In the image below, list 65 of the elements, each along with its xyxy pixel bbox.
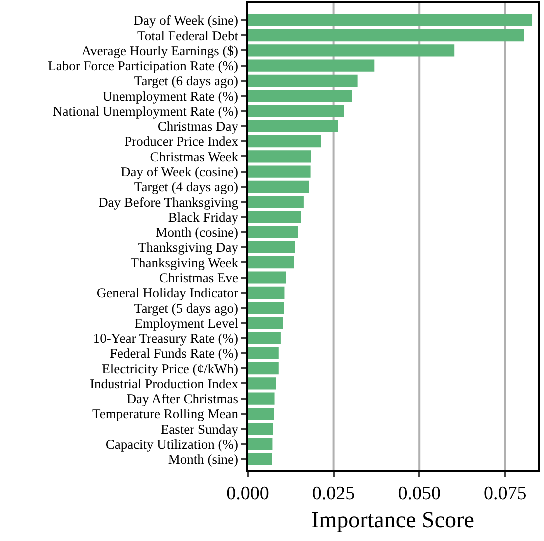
bar [248,453,272,466]
x-tick-label: 0.000 [226,484,270,505]
x-axis-title: Importance Score [312,508,474,533]
y-tick-label: National Unemployment Rate (%) [52,104,239,119]
y-tick-label: Day of Week (cosine) [121,164,239,180]
bar [248,135,322,148]
y-tick-label: Christmas Day [158,119,239,134]
bar [248,14,533,26]
y-tick-label: Target (6 days ago) [134,74,239,89]
y-tick-label: Unemployment Rate (%) [102,88,239,104]
bar [248,317,284,330]
y-tick-label: Day After Christmas [126,392,239,407]
y-tick-label: Target (4 days ago) [134,180,239,195]
y-tick-label: Thanksgiving Day [138,240,239,256]
y-tick-label: Employment Level [134,316,239,331]
x-tick-label: 0.050 [398,484,441,505]
x-tick-label: 0.025 [312,484,356,505]
y-tick-label: Federal Funds Rate (%) [110,346,239,362]
bar [248,241,296,254]
bar [248,105,344,118]
bar [248,196,304,208]
y-tick-label: Day of Week (sine) [134,13,239,28]
y-tick-label: Producer Price Index [124,134,239,150]
y-tick-label: Labor Force Participation Rate (%) [48,58,239,74]
x-tick-label: 0.075 [484,484,527,505]
y-tick-label: Black Friday [168,210,239,225]
bar [248,180,310,193]
bar [248,408,274,420]
bar [248,378,276,390]
bar [248,362,279,375]
bar [248,392,275,405]
y-tick-label: Day Before Thanksgiving [98,194,239,210]
y-tick-label: Electricity Price (¢/kWh) [102,361,239,376]
y-tick-label: Industrial Production Index [90,376,239,392]
bar [248,120,338,132]
y-tick-label: General Holiday Indicator [96,286,240,301]
y-tick-label: Target (5 days ago) [134,300,239,316]
bar [248,438,273,450]
y-tick-label: 10-Year Treasury Rate (%) [93,331,239,346]
y-tick-label: Month (cosine) [156,225,239,240]
bar [248,347,279,360]
bar [248,150,312,163]
y-tick-label: Temperature Rolling Mean [92,406,239,422]
bar [248,226,298,238]
bar [248,272,286,284]
bar [248,211,302,224]
bar [248,302,284,314]
y-tick-label: Capacity Utilization (%) [106,436,239,452]
bar [248,90,352,102]
y-tick-label: Easter Sunday [160,422,239,437]
y-tick-label: Total Federal Debt [138,28,239,44]
bar [248,332,281,344]
y-tick-label: Christmas Week [150,149,239,164]
bar [248,423,274,436]
y-tick-label: Average Hourly Earnings ($) [82,43,239,58]
bar [248,256,294,269]
bar [248,286,285,299]
bar [248,29,524,42]
bar [248,166,311,178]
bar [248,44,455,57]
bar [248,74,358,88]
bar [248,60,375,72]
y-tick-label: Thanksgiving Week [130,255,239,270]
y-tick-label: Month (sine) [168,452,239,468]
y-tick-label: Christmas Eve [159,270,239,286]
